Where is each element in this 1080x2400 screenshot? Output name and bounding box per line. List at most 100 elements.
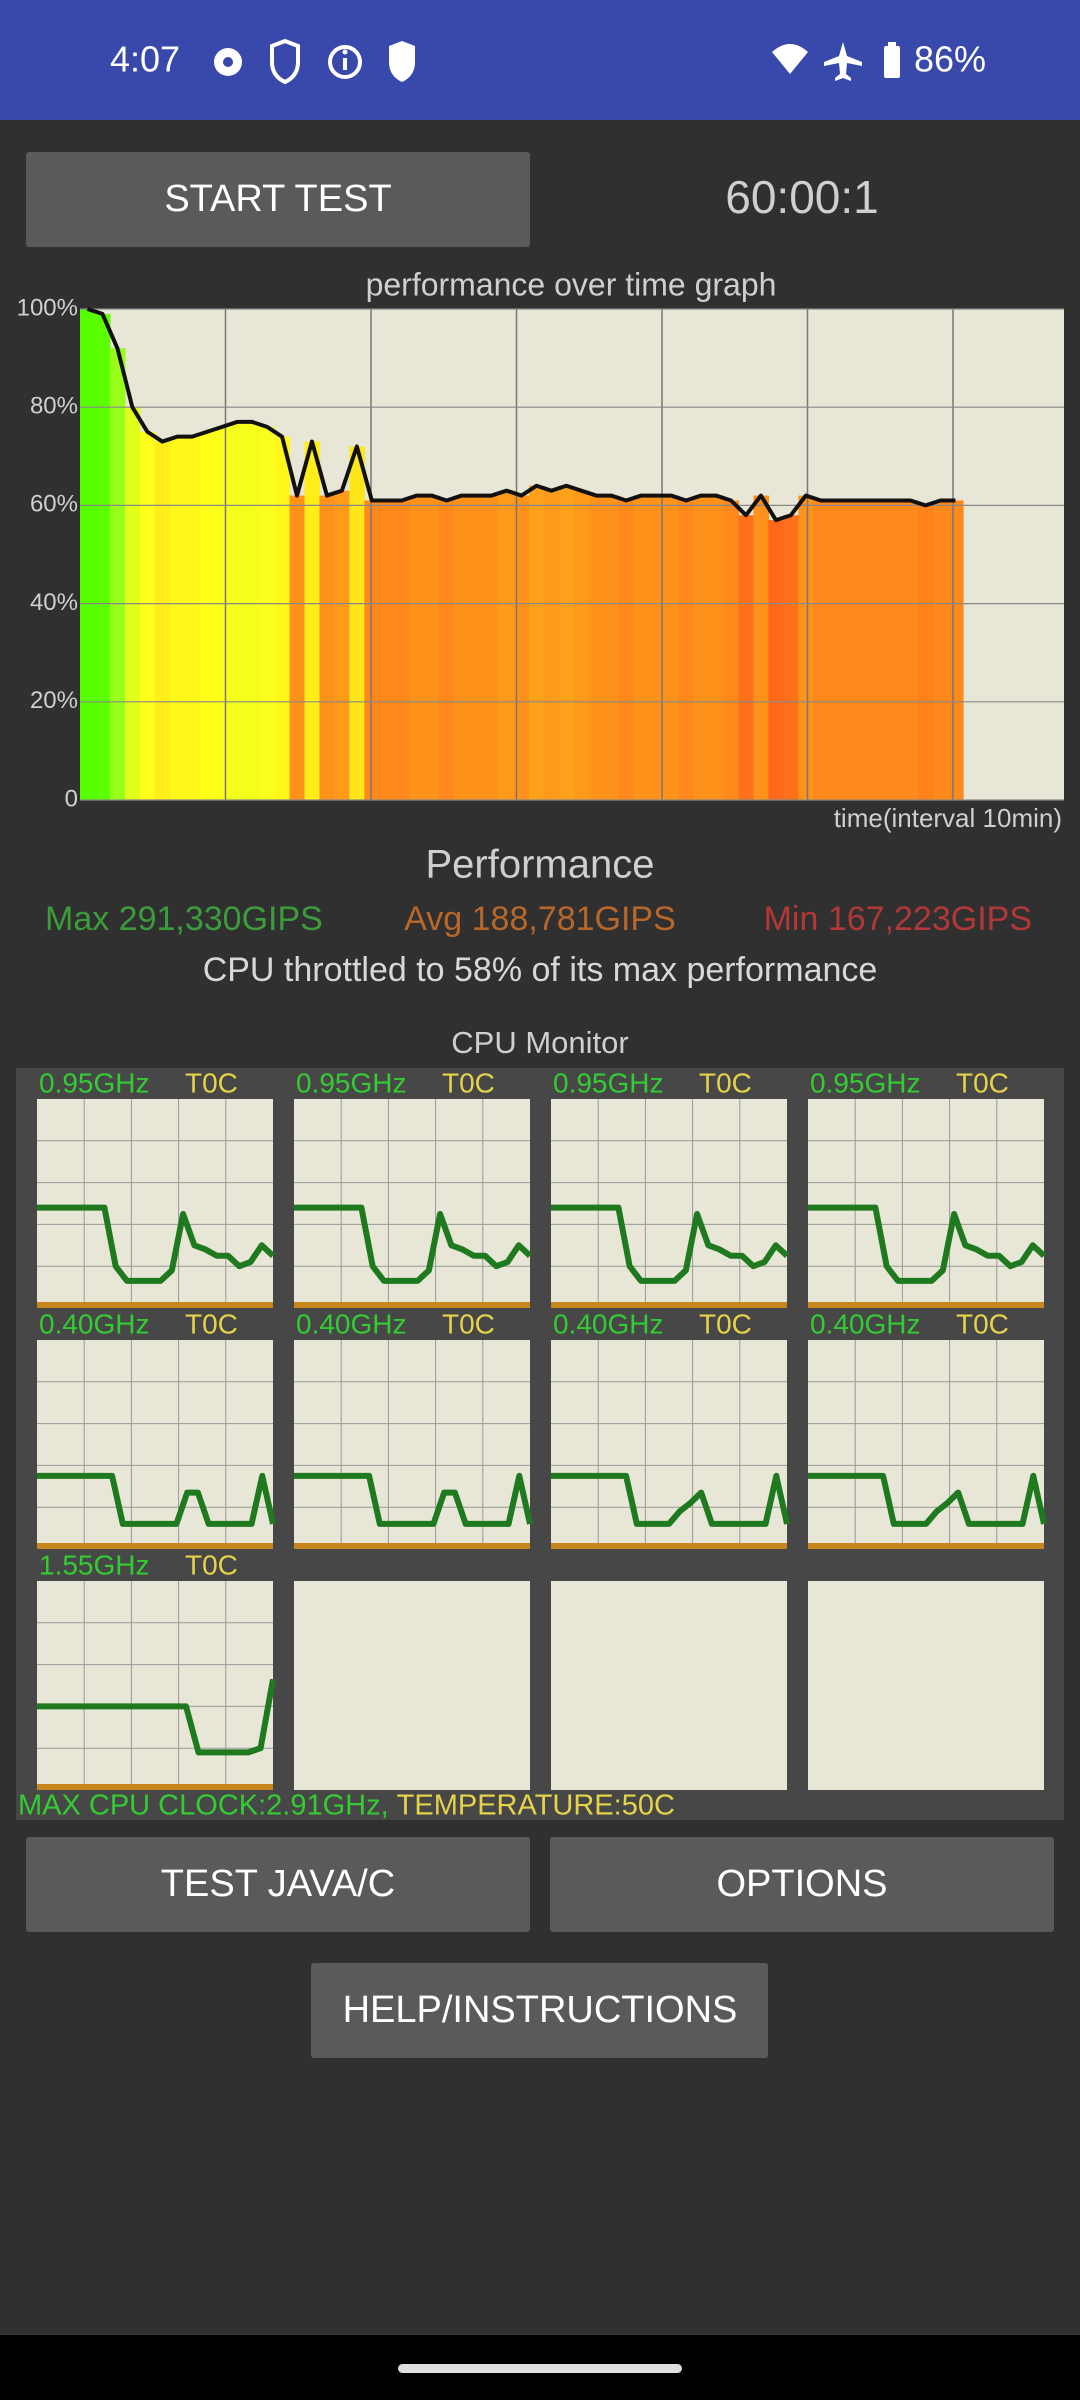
core-frequency-line <box>294 1472 533 1527</box>
performance-bar <box>543 490 560 800</box>
core-temperature: T0C <box>442 1067 495 1098</box>
max-performance: Max 291,330GIPS <box>45 900 323 938</box>
performance-bar <box>798 495 814 800</box>
performance-bar <box>708 495 725 800</box>
performance-bar <box>514 495 530 800</box>
wifi-icon <box>772 44 808 74</box>
performance-bar <box>843 500 859 800</box>
core-temp-strip <box>808 1543 1044 1549</box>
performance-bar <box>274 436 291 800</box>
y-tick-label: 40% <box>30 589 78 616</box>
performance-bar <box>588 495 605 800</box>
performance-bar <box>948 500 964 800</box>
y-tick-label: 60% <box>30 491 78 518</box>
battery-icon <box>884 46 900 78</box>
y-tick-label: 100% <box>17 294 78 321</box>
core-plot <box>37 1340 273 1549</box>
performance-bar <box>109 348 126 800</box>
performance-bar <box>918 505 934 800</box>
clock: 4:07 <box>110 39 180 80</box>
core-plot <box>551 1581 787 1790</box>
core-frequency: 0.95GHz <box>296 1067 407 1098</box>
performance-bar <box>813 500 829 800</box>
performance-bar <box>648 495 665 800</box>
performance-bar <box>394 500 410 800</box>
core-temp-strip <box>551 1302 787 1308</box>
core-plot <box>808 1340 1044 1549</box>
core-temp-strip <box>37 1784 273 1790</box>
cpu-monitor-title: CPU Monitor <box>451 1025 628 1060</box>
core-frequency-line <box>808 1204 1047 1284</box>
performance-bar <box>499 490 515 800</box>
core-temperature: T0C <box>956 1067 1009 1098</box>
core-frequency-line <box>808 1472 1047 1527</box>
performance-bar <box>828 500 844 800</box>
button-label: HELP/INSTRUCTIONS <box>343 1989 738 2031</box>
core-frequency-line <box>37 1678 276 1756</box>
performance-bar <box>439 500 455 800</box>
core-temp-strip <box>37 1543 273 1549</box>
options-button[interactable]: OPTIONS <box>550 1837 1054 1932</box>
performance-bar <box>678 500 695 800</box>
core-temp-strip <box>808 1302 1044 1308</box>
shield-filled-icon <box>389 41 415 82</box>
performance-bar <box>259 426 276 800</box>
performance-bar <box>169 436 186 800</box>
core-frequency: 1.55GHz <box>39 1549 150 1580</box>
performance-bar <box>903 500 919 800</box>
settings-icon-hole <box>223 57 233 67</box>
core-plot <box>294 1581 530 1790</box>
battery-cap <box>888 42 896 47</box>
performance-bar <box>663 495 680 800</box>
x-axis-label: time(interval 10min) <box>834 803 1062 833</box>
core-temperature: T0C <box>442 1308 495 1339</box>
y-tick-label: 80% <box>30 393 78 420</box>
test-java-c-button[interactable]: TEST JAVA/C <box>26 1837 530 1932</box>
timer: 60:00:1 <box>725 171 878 223</box>
core-temperature: T0C <box>185 1549 238 1580</box>
performance-bar <box>558 485 575 800</box>
button-bg <box>311 1963 768 2058</box>
performance-bar <box>484 495 500 800</box>
shield-icon <box>270 38 300 85</box>
performance-bar <box>768 520 784 800</box>
core-frequency: 0.95GHz <box>553 1067 664 1098</box>
help-button[interactable]: HELP/INSTRUCTIONS <box>311 1963 768 2058</box>
performance-bar <box>454 495 470 800</box>
max-cpu-clock: MAX CPU CLOCK:2.91GHz, <box>18 1790 389 1822</box>
core-plot <box>808 1099 1044 1308</box>
start-test-button[interactable]: START TEST <box>26 152 530 247</box>
performance-bar <box>94 313 111 800</box>
performance-bar <box>139 431 156 800</box>
performance-bar <box>753 495 770 800</box>
cpu-layer: 0.95GHz T0C 0.95GHz T0C 0.95GHz T0C 0.95GHz T0C… <box>37 1067 1047 1790</box>
performance-bar <box>603 495 620 800</box>
y-tick-label: 0 <box>65 785 78 812</box>
info-icon-bar <box>343 58 347 70</box>
performance-bar <box>244 421 261 800</box>
performance-bar <box>214 426 231 800</box>
core-temp-strip <box>37 1302 273 1308</box>
button-label: START TEST <box>164 178 391 220</box>
home-handle[interactable] <box>398 2364 682 2373</box>
button-bg <box>550 1837 1054 1932</box>
core-frequency-line <box>37 1204 276 1284</box>
performance-bar <box>319 495 336 800</box>
performance-bar <box>364 500 380 800</box>
core-temp-strip <box>551 1543 787 1549</box>
status-icons <box>214 38 900 85</box>
graph-title: performance over time graph <box>366 266 777 302</box>
min-performance: Min 167,223GIPS <box>764 900 1032 938</box>
performance-bar <box>199 431 216 800</box>
performance-bar <box>738 515 755 800</box>
airplane-icon <box>824 42 862 81</box>
core-temperature: T0C <box>185 1067 238 1098</box>
performance-bar <box>469 495 485 800</box>
performance-bar <box>693 495 710 800</box>
core-frequency: 0.40GHz <box>553 1308 664 1339</box>
core-temperature: T0C <box>185 1308 238 1339</box>
core-frequency-line <box>551 1204 790 1284</box>
performance-bar <box>184 436 201 800</box>
